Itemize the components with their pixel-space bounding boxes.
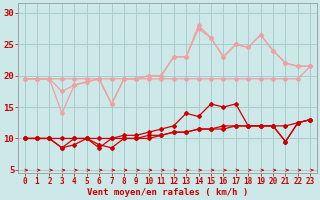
X-axis label: Vent moyen/en rafales ( km/h ): Vent moyen/en rafales ( km/h ) — [87, 188, 248, 197]
